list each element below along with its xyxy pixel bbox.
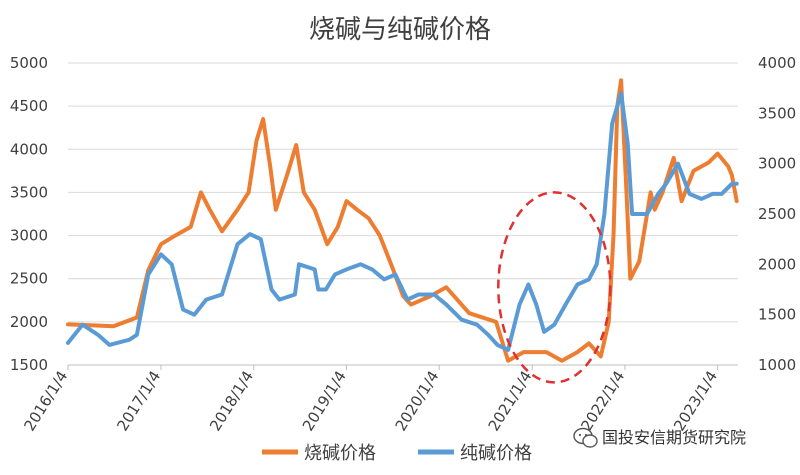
x-tick-label: 2017/1/4 — [113, 368, 164, 435]
y-right-tick-label: 2500 — [758, 205, 796, 223]
y-right-tick-label: 2000 — [758, 255, 796, 273]
y-left-tick-label: 4000 — [10, 140, 48, 158]
y-right-tick-label: 3500 — [758, 104, 796, 122]
y-left-tick-label: 3000 — [10, 227, 48, 245]
watermark-text: 国投安信期货研究院 — [602, 428, 746, 447]
series-lines — [66, 78, 739, 363]
y-axis-right: 1000 1500 2000 2500 3000 3500 4000 — [758, 54, 796, 374]
x-axis: 2016/1/4 2017/1/4 2018/1/4 2019/1/4 2020/1/4… — [20, 364, 738, 435]
y-left-tick-label: 2000 — [10, 313, 48, 331]
x-tick-label: 2016/1/4 — [20, 368, 71, 435]
legend: 烧碱价格 纯碱价格 — [262, 443, 532, 464]
y-left-tick-label: 3500 — [10, 183, 48, 201]
y-axis-left: 1500 2000 2500 3000 3500 4000 4500 5000 — [10, 54, 48, 374]
y-left-tick-label: 4500 — [10, 97, 48, 115]
y-left-tick-label: 1500 — [10, 356, 48, 374]
grid-lines — [68, 62, 738, 366]
legend-label-1: 烧碱价格 — [304, 443, 376, 464]
series-line-2 — [66, 91, 739, 352]
legend-label-2: 纯碱价格 — [460, 443, 532, 464]
x-tick-label: 2022/1/4 — [577, 368, 628, 435]
chart-title: 烧碱与纯碱价格 — [309, 15, 491, 45]
wechat-icon — [573, 427, 598, 448]
x-tick-label: 2019/1/4 — [299, 368, 350, 435]
y-left-tick-label: 5000 — [10, 54, 48, 72]
series-line-1 — [66, 78, 739, 363]
x-tick-label: 2020/1/4 — [392, 368, 443, 435]
y-right-tick-label: 1000 — [758, 356, 796, 374]
x-tick-label: 2023/1/4 — [670, 368, 721, 435]
y-right-tick-label: 3000 — [758, 155, 796, 173]
highlight-ellipse-shape — [497, 191, 612, 384]
y-right-tick-label: 1500 — [758, 306, 796, 324]
highlight-ellipse — [497, 191, 612, 384]
y-right-tick-label: 4000 — [758, 54, 796, 72]
x-tick-label: 2018/1/4 — [206, 368, 257, 435]
y-left-tick-label: 2500 — [10, 270, 48, 288]
watermark: 国投安信期货研究院 — [573, 427, 746, 448]
x-tick-label: 2021/1/4 — [485, 368, 536, 435]
